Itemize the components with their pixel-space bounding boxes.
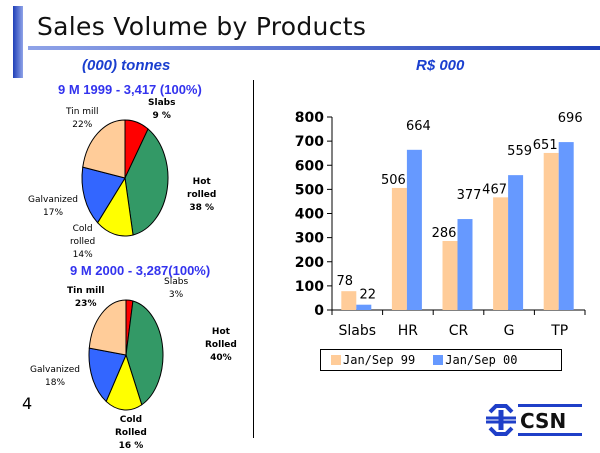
- legend-swatch-00: [433, 355, 444, 365]
- bar-g-00: [508, 175, 524, 310]
- y-tick-label: 600: [295, 158, 324, 174]
- csn-logo-text: CSN: [520, 409, 566, 433]
- pie-2000-label-hot-rolled: Hot Rolled 40%: [205, 326, 237, 365]
- y-tick-label: 500: [295, 182, 324, 198]
- label-line: rolled: [187, 190, 217, 200]
- pie-slice-cold-rolled: [105, 353, 143, 411]
- label-line: Tin mill: [66, 107, 99, 117]
- x-tick-label: HR: [398, 323, 419, 339]
- label-line: 14%: [72, 250, 93, 260]
- bar-chart-legend: Jan/Sep 99 Jan/Sep 00: [320, 349, 562, 371]
- x-tick-label: Slabs: [339, 323, 377, 339]
- pie-2000-label-galvanized: Galvanized 18%: [30, 364, 80, 390]
- pie-1999-label-galvanized: Galvanized 17%: [28, 194, 78, 220]
- pie-slice-hot-rolled: [125, 300, 164, 406]
- label-line: Slabs: [164, 277, 189, 287]
- label-line: Hot: [211, 327, 230, 337]
- pie-1999-label-tin-mill: Tin mill 22%: [66, 106, 99, 132]
- bar-hr-00: [406, 149, 422, 310]
- data-label: 559: [507, 144, 532, 159]
- pie-1999-label-cold-rolled: Cold rolled 14%: [70, 223, 95, 262]
- label-line: Slabs: [148, 98, 176, 108]
- label-line: 16 %: [118, 441, 144, 451]
- pie-chart-2000: [88, 299, 164, 411]
- page-number: 4: [22, 394, 33, 413]
- legend-label-00: Jan/Sep 00: [445, 353, 518, 367]
- bar-hr-99: [391, 187, 407, 310]
- y-tick-label: 800: [295, 110, 324, 126]
- y-tick-label: 100: [295, 279, 324, 295]
- y-tick-label: 200: [295, 255, 324, 271]
- legend-item-00: Jan/Sep 00: [433, 353, 518, 367]
- label-line: 40%: [210, 353, 232, 363]
- data-label: 506: [381, 173, 406, 188]
- y-tick-label: 700: [295, 134, 324, 150]
- pie-slice-cold-rolled: [96, 176, 134, 237]
- label-line: 9 %: [152, 111, 171, 121]
- pie-slice-galvanized: [88, 347, 127, 403]
- pie-slice-tin-mill: [82, 119, 126, 179]
- data-label: 22: [360, 288, 377, 303]
- data-label: 651: [533, 138, 558, 153]
- label-line: Tin mill: [67, 286, 105, 296]
- page-title: Sales Volume by Products: [37, 12, 367, 41]
- title-accent-bar: [13, 6, 23, 78]
- pie-2000-title: 9 M 2000 - 3,287(100%): [70, 263, 211, 278]
- bar-cr-99: [442, 241, 458, 310]
- label-line: Cold: [119, 415, 143, 425]
- csn-logo: CSN: [486, 404, 582, 436]
- bar-cr-00: [457, 219, 473, 310]
- label-line: rolled: [70, 237, 96, 247]
- label-line: 38 %: [189, 203, 215, 213]
- y-tick-label: 400: [295, 207, 324, 223]
- label-line: Cold: [72, 224, 93, 234]
- pie-2000-label-tin-mill: Tin mill 23%: [67, 285, 104, 311]
- data-label: 377: [457, 188, 482, 203]
- label-line: 3%: [168, 290, 184, 300]
- bar-slabs-00: [356, 304, 372, 310]
- y-tick-label: 0: [314, 303, 324, 319]
- x-tick-label: TP: [550, 323, 568, 339]
- label-line: 17%: [43, 208, 64, 218]
- label-line: Rolled: [115, 428, 147, 438]
- data-label: 664: [406, 119, 431, 134]
- pie-slice-galvanized: [81, 166, 126, 224]
- data-label: 286: [432, 226, 457, 241]
- x-tick-label: G: [504, 323, 515, 339]
- label-line: 23%: [74, 299, 97, 309]
- label-line: Galvanized: [30, 365, 81, 375]
- x-tick-label: CR: [449, 323, 469, 339]
- units-left-label: (000) tonnes: [82, 57, 171, 74]
- data-label: 467: [482, 182, 507, 197]
- label-line: 22%: [72, 120, 93, 130]
- title-underline: [28, 46, 600, 50]
- units-right-label: R$ 000: [416, 57, 465, 74]
- label-line: Rolled: [205, 340, 237, 350]
- legend-label-99: Jan/Sep 99: [343, 353, 416, 367]
- label-line: Hot: [192, 177, 211, 187]
- pie-2000-label-cold-rolled: Cold Rolled 16 %: [115, 414, 147, 453]
- pie-1999-title: 9 M 1999 - 3,417 (100%): [58, 82, 202, 97]
- y-tick-label: 300: [295, 231, 324, 247]
- pie-slice-hot-rolled: [124, 128, 169, 236]
- bar-g-99: [493, 197, 509, 310]
- bar-chart: 0 100 200 300 400 500 600 700 800 78 22 Slabs 506 664…: [295, 110, 586, 339]
- csn-emblem-icon: [486, 404, 516, 436]
- pie-2000-label-slabs: Slabs 3%: [164, 276, 188, 302]
- label-line: Galvanized: [28, 195, 79, 205]
- label-line: 18%: [45, 378, 66, 388]
- section-divider: [253, 80, 254, 438]
- pie-slice-tin-mill: [88, 299, 127, 356]
- pie-1999-label-slabs: Slabs 9 %: [148, 97, 175, 123]
- bar-tp-00: [558, 142, 574, 310]
- bar-tp-99: [543, 152, 559, 310]
- bar-slabs-99: [341, 291, 357, 310]
- data-label: 696: [558, 111, 583, 126]
- legend-item-99: Jan/Sep 99: [331, 353, 415, 367]
- data-label: 78: [337, 274, 354, 289]
- legend-swatch-99: [331, 355, 341, 365]
- pie-1999-label-hot-rolled: Hot rolled 38 %: [187, 176, 216, 215]
- pie-chart-1999: [81, 119, 169, 237]
